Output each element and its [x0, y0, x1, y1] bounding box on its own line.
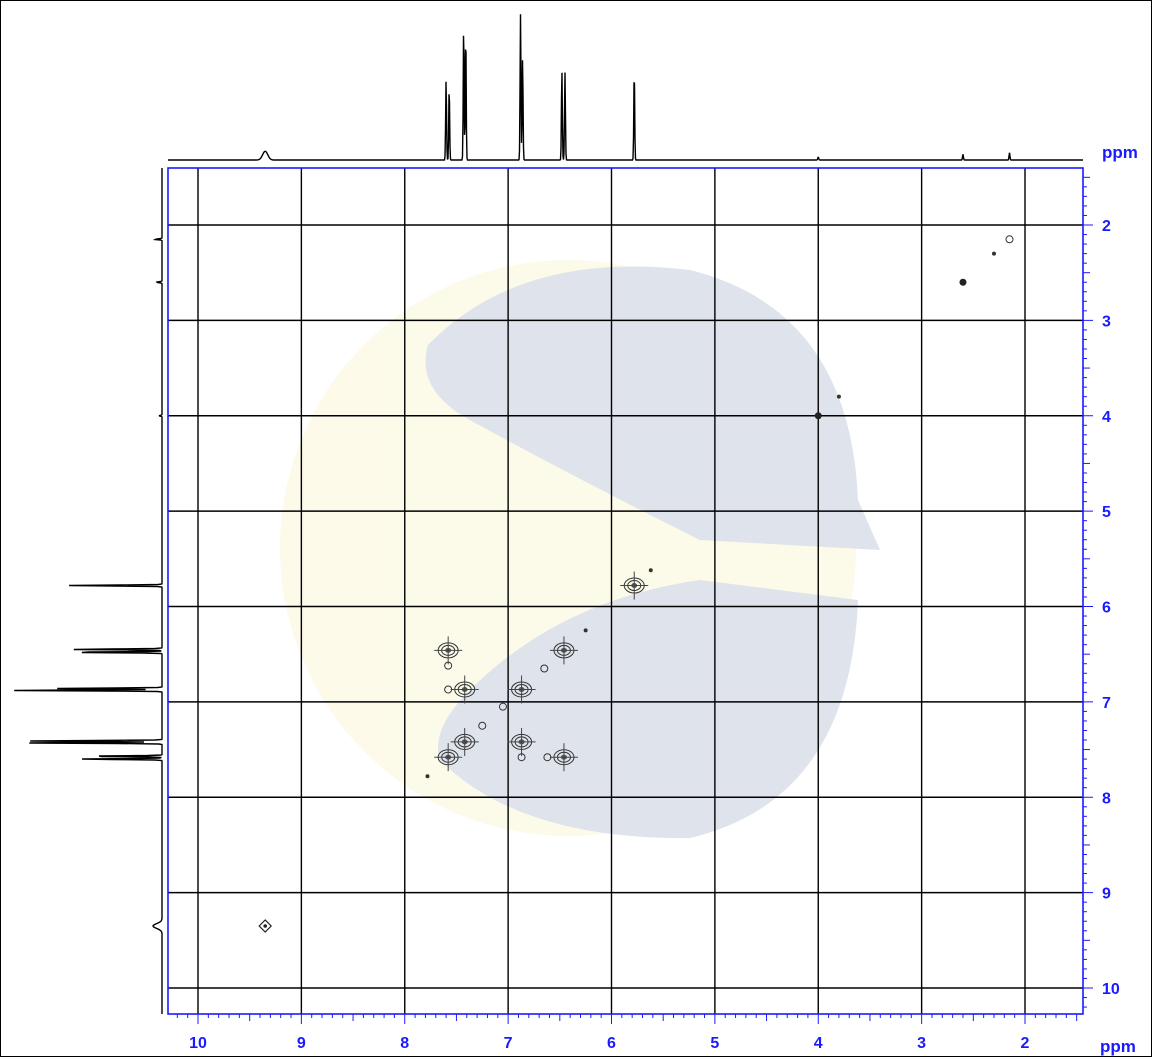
grid-lines — [168, 168, 1083, 1014]
cross-peak — [540, 664, 549, 673]
x-axis-unit-label: ppm — [1100, 1037, 1136, 1056]
diagonal-peak — [959, 278, 967, 286]
y-tick-label: 10 — [1102, 981, 1120, 998]
x-tick-label: 5 — [710, 1035, 719, 1052]
cross-peak — [425, 774, 430, 779]
x-tick-label: 2 — [1021, 1035, 1030, 1052]
y-tick-label: 5 — [1102, 504, 1111, 521]
cross-peak — [444, 661, 453, 670]
cross-peak — [648, 568, 653, 573]
y-axis: 2 3 4 5 6 7 8 9 10 — [1083, 176, 1120, 1008]
plot-border — [167, 167, 1084, 1015]
y-tick-label: 4 — [1102, 409, 1111, 426]
y-tick-label: 6 — [1102, 600, 1111, 617]
left-1d-projection — [14, 168, 163, 1014]
cross-peak — [836, 394, 841, 399]
x-tick-label: 7 — [504, 1035, 513, 1052]
y-tick-label: 8 — [1102, 790, 1111, 807]
contour-core — [263, 924, 267, 928]
watermark-logo — [280, 260, 880, 839]
y-tick-label: 9 — [1102, 886, 1111, 903]
y-tick-label: 3 — [1102, 313, 1111, 330]
plot-area-border — [167, 167, 1084, 1015]
y-axis-unit-label: ppm — [1102, 143, 1138, 162]
contour-peaks — [258, 235, 1014, 933]
diagonal-peak — [258, 919, 273, 933]
cross-peak — [498, 702, 507, 711]
x-axis: 10 9 8 7 6 5 4 3 2 — [176, 1014, 1078, 1052]
cross-peak — [517, 753, 526, 762]
diagonal-peak — [814, 412, 822, 420]
cross-peak — [991, 251, 996, 256]
cross-peak — [583, 628, 588, 633]
top-1d-projection — [168, 14, 1083, 161]
diagonal-peak — [1005, 235, 1014, 244]
cross-peak — [478, 721, 487, 730]
cross-peak — [543, 753, 552, 762]
x-tick-label: 3 — [917, 1035, 926, 1052]
x-tick-label: 9 — [297, 1035, 306, 1052]
y-tick-label: 7 — [1102, 695, 1111, 712]
y-tick-label: 2 — [1102, 218, 1111, 235]
cross-peak — [444, 685, 453, 694]
x-tick-label: 10 — [189, 1035, 207, 1052]
x-tick-label: 4 — [814, 1035, 823, 1052]
x-tick-label: 6 — [607, 1035, 616, 1052]
x-tick-label: 8 — [400, 1035, 409, 1052]
